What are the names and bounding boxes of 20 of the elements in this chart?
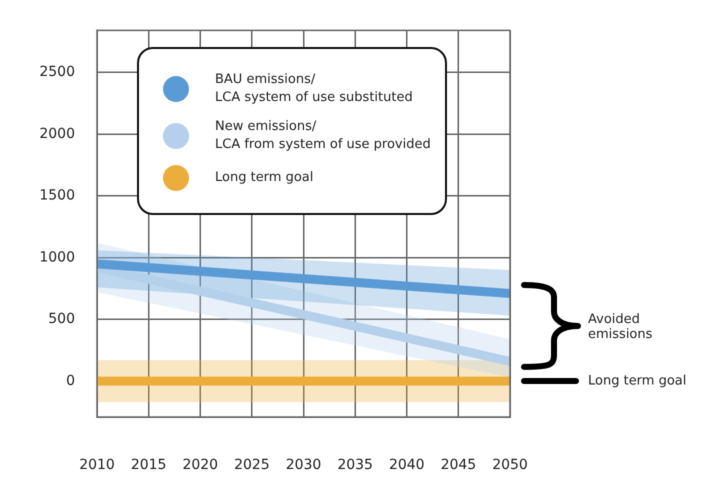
- x-tick-label: 2020: [182, 457, 218, 474]
- x-tick-label: 2040: [388, 457, 425, 474]
- legend-label: New emissions/ LCA from system of use provided: [215, 118, 431, 154]
- y-tick-label: 2000: [39, 126, 75, 142]
- x-tick-label: 2045: [440, 457, 476, 474]
- text: Long term goal: [588, 374, 688, 389]
- y-tick-label: 500: [48, 311, 75, 328]
- legend-label: Long term goal: [215, 169, 314, 187]
- x-tick-label: 2030: [286, 457, 322, 474]
- y-tick-label: 1500: [39, 188, 75, 204]
- y-tick-label: 2500: [39, 64, 75, 80]
- legend-label: BAU emissions/ LCA system of use substituted: [215, 71, 413, 106]
- x-tick-label: 2010: [79, 457, 115, 474]
- x-tick-label: 2050: [492, 457, 528, 474]
- y-tick-label: 0: [66, 372, 75, 389]
- y-tick-label: 1000: [39, 249, 75, 266]
- x-tick-label: 2025: [234, 457, 270, 474]
- x-tick-label: 2035: [337, 457, 373, 474]
- text: Avoided emissions: [588, 312, 654, 342]
- x-tick-label: 2015: [130, 457, 166, 474]
